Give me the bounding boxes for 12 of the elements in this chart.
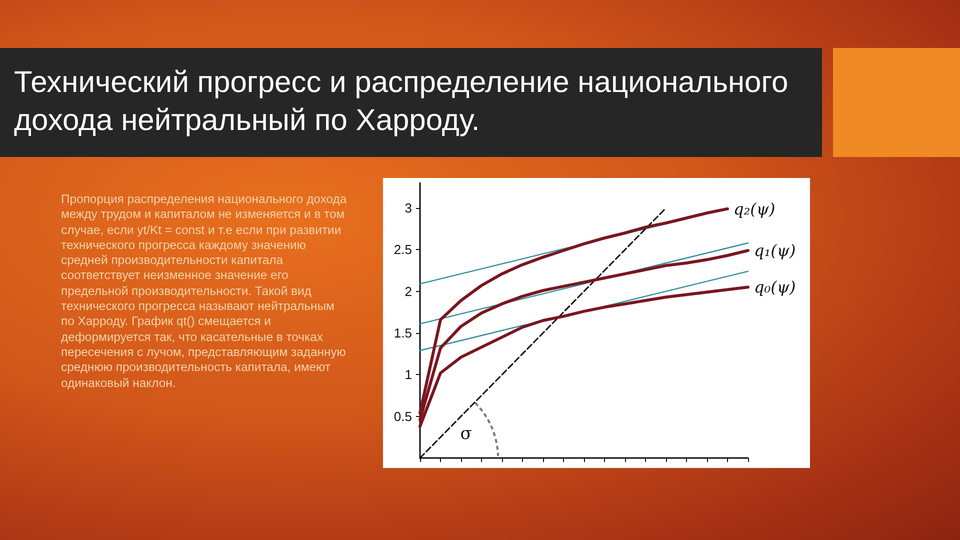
annotation: σ (460, 424, 472, 444)
series-label: q₁(ψ) (754, 241, 796, 260)
text: Пропорция распределения национального дохода между трудом и капиталом не изменяется и в том случае, если yt/Kt = const и т.е если при развитии технического прогресса каждому значению средней производительности капитала соответствует неизменное значение его предельной производительности. Такой вид технического прогресса называют нейтральным по Харроду. График qt() смещается и деформируется так, что касательные в точках пересечения с лучом, представляющим заданную среднюю производительность капитала, имеют одинаковый наклон. (61, 192, 347, 390)
y-tick-label: 0.5 (394, 408, 412, 424)
y-tick-label: 2.5 (394, 242, 412, 258)
series-label: q₂(ψ) (734, 199, 776, 218)
y-tick-label: 1 (404, 367, 412, 382)
series-label: q₀(ψ) (754, 278, 796, 297)
y-tick-label: 3 (404, 200, 412, 216)
y-tick-label: 1.5 (394, 326, 412, 340)
chart-title: Технический прогресс и распределение национального дохода нейтральный по Харроду. (0, 48, 822, 157)
y-tick-label: 2 (404, 284, 412, 299)
